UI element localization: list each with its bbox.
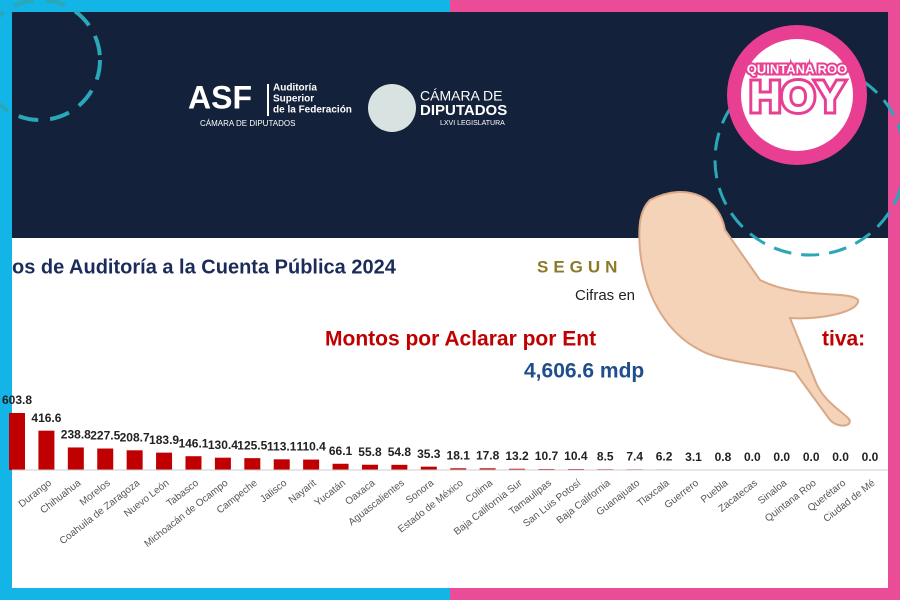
asf-sub: CÁMARA DE DIPUTADOS — [200, 119, 295, 128]
camara-text: DIPUTADOS — [420, 102, 507, 119]
value-label: 55.8 — [358, 445, 382, 459]
bar — [9, 413, 25, 470]
value-label: 113.1 — [267, 439, 297, 453]
title-tail: SEGUN — [537, 257, 622, 276]
decor-ring — [713, 63, 900, 257]
value-label: 0.0 — [773, 450, 790, 464]
bar — [126, 450, 143, 470]
bar — [509, 468, 526, 470]
bar — [361, 464, 378, 470]
brand-circle — [741, 39, 853, 151]
bar — [332, 463, 349, 470]
bar — [450, 468, 467, 470]
value-label: 416.6 — [31, 411, 61, 425]
value-label: 0.0 — [803, 450, 820, 464]
camara-text: CÁMARA DE — [420, 88, 502, 104]
value-label: 0.0 — [862, 450, 879, 464]
decor-ring — [0, 0, 102, 122]
asf-name: de la Federación — [273, 105, 352, 116]
legislatura: LXVI LEGISLATURA — [440, 120, 505, 127]
value-label: 227.5 — [90, 429, 120, 443]
bar — [244, 458, 261, 470]
value-label: 238.8 — [61, 428, 91, 442]
value-label: 3.1 — [685, 450, 702, 464]
pointing-hand — [638, 190, 859, 427]
brand-line1: QUINTANA ROO — [747, 61, 847, 76]
bar — [97, 448, 114, 470]
bar — [185, 456, 202, 470]
value-label: 0.8 — [715, 450, 732, 464]
bar — [156, 452, 173, 470]
value-label: 66.1 — [329, 444, 353, 458]
bar — [38, 430, 55, 470]
value-label: 146.1 — [178, 436, 208, 450]
value-label: 0.0 — [832, 450, 849, 464]
chart-title: os de Auditoría a la Cuenta Pública 2024 — [12, 256, 397, 278]
value-label: 17.8 — [476, 448, 500, 462]
value-label: 208.7 — [120, 430, 150, 444]
heading-tail: tiva: — [822, 328, 865, 351]
value-label: 0.0 — [744, 450, 761, 464]
value-label: 6.2 — [656, 450, 673, 464]
bar — [273, 459, 290, 470]
subtitle: Cifras en — [575, 287, 635, 304]
asf-name: Superior — [273, 94, 314, 105]
value-label: 603.8 — [2, 393, 32, 407]
bar — [391, 464, 408, 470]
bar — [538, 468, 555, 470]
asf-text: ASF — [188, 79, 252, 115]
value-label: 130.4 — [208, 438, 238, 452]
asf-name: Auditoría — [273, 83, 317, 94]
value-label: 7.4 — [626, 449, 643, 463]
value-label: 10.7 — [535, 449, 559, 463]
camara-logo: CÁMARA DE DIPUTADOS LXVI LEGISLATURA — [420, 88, 507, 127]
camara-seal — [368, 84, 416, 132]
value-label: 110.4 — [296, 440, 326, 454]
bar — [303, 459, 320, 470]
value-label: 54.8 — [388, 445, 412, 459]
value-label: 10.4 — [564, 449, 588, 463]
bar — [479, 468, 496, 470]
value-label: 125.5 — [237, 438, 267, 452]
value-label: 183.9 — [149, 433, 179, 447]
asf-logo: ASF Auditoría Superior de la Federación … — [188, 79, 352, 128]
value-label: 8.5 — [597, 449, 614, 463]
value-label: 35.3 — [417, 447, 441, 461]
bar — [67, 447, 84, 470]
brand-line2: HOY — [749, 73, 844, 122]
value-label: 18.1 — [447, 448, 471, 462]
bar — [420, 466, 437, 470]
bar — [214, 457, 231, 470]
heading: Montos por Aclarar por Ent — [325, 328, 596, 351]
total: 4,606.6 mdp — [524, 360, 644, 383]
value-label: 13.2 — [505, 449, 529, 463]
